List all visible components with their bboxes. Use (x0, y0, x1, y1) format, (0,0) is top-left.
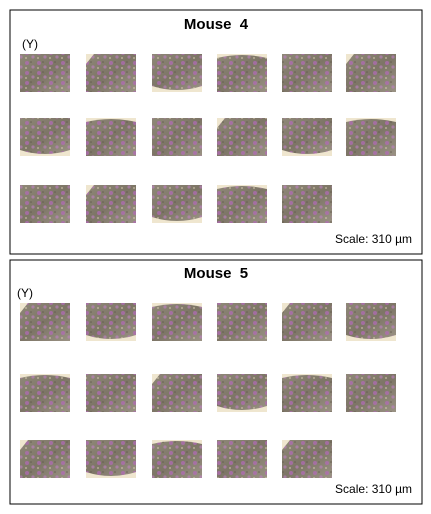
tissue-cells (282, 375, 332, 412)
tissue-image (152, 54, 202, 92)
tissue-image (86, 54, 136, 92)
tissue-cells (20, 375, 70, 412)
tissue-cells (20, 440, 70, 478)
tissue-image (86, 374, 136, 412)
tissue-image (20, 303, 70, 341)
tissue-cells (346, 303, 396, 339)
tissue-cells (346, 119, 396, 156)
tissue-image (217, 303, 267, 341)
tissue-cells (282, 54, 332, 92)
panel-border (9, 259, 423, 505)
tissue-image (346, 303, 396, 341)
tissue-cells (217, 303, 267, 341)
tissue-cells (346, 54, 396, 92)
tissue-cells (86, 185, 136, 223)
tissue-image (152, 118, 202, 156)
scale-label: Scale: 310 µm (335, 482, 412, 496)
tissue-cells (20, 185, 70, 223)
tissue-cells (217, 186, 267, 223)
tissue-cells (282, 185, 332, 223)
tissue-image (152, 303, 202, 341)
tissue-image (346, 118, 396, 156)
tissue-image (86, 303, 136, 341)
panel-border (9, 9, 423, 255)
tissue-cells (20, 54, 70, 92)
tissue-image (20, 185, 70, 223)
tissue-image (217, 374, 267, 412)
tissue-image (217, 54, 267, 92)
tissue-image (282, 185, 332, 223)
tissue-cells (152, 54, 202, 90)
tissue-image (152, 374, 202, 412)
panel-title: Mouse 5 (184, 265, 248, 282)
tissue-image (282, 118, 332, 156)
tissue-cells (282, 303, 332, 341)
panel-label: (Y) (17, 286, 33, 300)
tissue-cells (152, 441, 202, 478)
tissue-cells (86, 440, 136, 476)
tissue-cells (217, 55, 267, 92)
tissue-image (86, 440, 136, 478)
tissue-cells (86, 374, 136, 412)
tissue-cells (86, 303, 136, 339)
tissue-cells (152, 118, 202, 156)
panel: Mouse 5 (Y) Scale: 310 µm (9, 259, 423, 505)
tissue-cells (152, 185, 202, 221)
scale-label: Scale: 310 µm (335, 232, 412, 246)
tissue-image (20, 440, 70, 478)
tissue-image (20, 374, 70, 412)
tissue-cells (20, 303, 70, 341)
tissue-cells (217, 118, 267, 156)
tissue-image (282, 374, 332, 412)
tissue-image (346, 374, 396, 412)
tissue-image (20, 118, 70, 156)
tissue-cells (346, 374, 396, 412)
tissue-cells (217, 374, 267, 410)
tissue-image (86, 118, 136, 156)
tissue-image (217, 118, 267, 156)
tissue-image (86, 185, 136, 223)
tissue-image (20, 54, 70, 92)
tissue-image (282, 54, 332, 92)
tissue-cells (86, 119, 136, 156)
tissue-image (152, 440, 202, 478)
tissue-image (217, 440, 267, 478)
tissue-cells (86, 54, 136, 92)
panel: Mouse 4 (Y) Scale: 310 µm (9, 9, 423, 255)
panel-title: Mouse 4 (184, 16, 249, 33)
tissue-cells (282, 118, 332, 154)
tissue-image (346, 54, 396, 92)
tissue-cells (282, 440, 332, 478)
tissue-cells (217, 440, 267, 478)
panel-label: (Y) (22, 37, 38, 51)
tissue-cells (20, 118, 70, 154)
tissue-image (282, 440, 332, 478)
tissue-image (217, 185, 267, 223)
tissue-image (152, 185, 202, 223)
tissue-cells (152, 374, 202, 412)
tissue-image (282, 303, 332, 341)
tissue-cells (152, 304, 202, 341)
